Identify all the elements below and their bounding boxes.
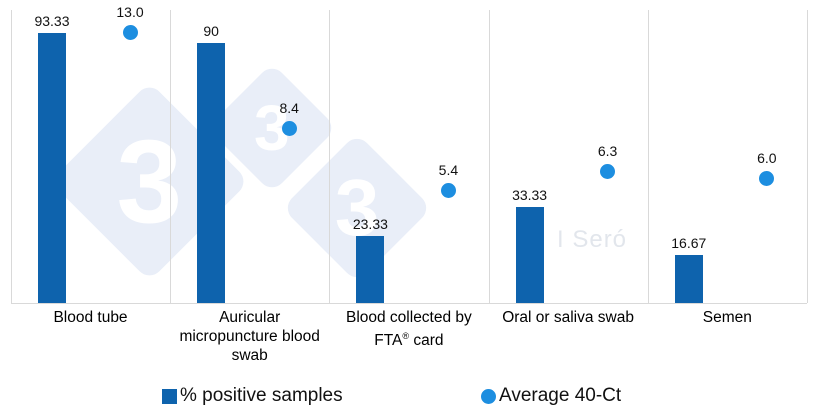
legend-circle-marker bbox=[481, 388, 496, 404]
bar-value-label: 16.67 bbox=[671, 234, 707, 251]
dot-value-label: 6.3 bbox=[597, 143, 618, 160]
legend-label: % positive samples bbox=[180, 385, 343, 406]
dot-value-label: 8.4 bbox=[279, 99, 299, 116]
gridline-vertical bbox=[647, 10, 649, 303]
bar-pct-positive bbox=[197, 42, 226, 303]
category-label: Blood collected by FTA® card bbox=[345, 309, 472, 350]
legend-item-average-ct: Average 40-Ct bbox=[481, 385, 621, 407]
gridline-vertical bbox=[488, 10, 490, 303]
legend-item-pct-positive: % positive samples bbox=[162, 385, 343, 407]
dot-average-ct bbox=[122, 25, 138, 41]
dot-value-label: 5.4 bbox=[438, 162, 459, 179]
category-label: Blood tube bbox=[53, 309, 128, 326]
dot-average-ct bbox=[440, 183, 456, 199]
legend-square-marker bbox=[162, 388, 177, 404]
bar-pct-positive bbox=[515, 206, 544, 303]
bar-value-label: 33.33 bbox=[512, 186, 548, 203]
bar-pct-positive bbox=[356, 235, 385, 303]
dot-value-label: 13.0 bbox=[116, 4, 144, 21]
watermark-signature: I Seró bbox=[557, 226, 628, 253]
dot-average-ct bbox=[600, 164, 616, 180]
category-label: Oral or saliva swab bbox=[502, 309, 634, 326]
bar-value-label: 93.33 bbox=[34, 13, 70, 30]
bar-pct-positive bbox=[674, 254, 703, 303]
axis-boundary-line bbox=[11, 10, 12, 303]
bar-value-label: 90 bbox=[203, 22, 219, 39]
axis-baseline bbox=[11, 303, 807, 304]
dot-average-ct bbox=[281, 120, 297, 136]
axis-boundary-line bbox=[807, 10, 808, 303]
dot-average-ct bbox=[759, 170, 775, 186]
legend-label: Average 40-Ct bbox=[499, 385, 622, 406]
category-label: Semen bbox=[702, 309, 752, 326]
dot-value-label: 6.0 bbox=[757, 149, 777, 166]
gridline-vertical bbox=[170, 10, 172, 303]
gridline-vertical bbox=[329, 10, 331, 303]
category-label: Auricular micropuncture blood swab bbox=[179, 309, 320, 364]
watermark-3-glyph: 3 bbox=[116, 115, 183, 248]
bar-pct-positive bbox=[38, 33, 66, 303]
bar-value-label: 23.33 bbox=[352, 215, 388, 232]
